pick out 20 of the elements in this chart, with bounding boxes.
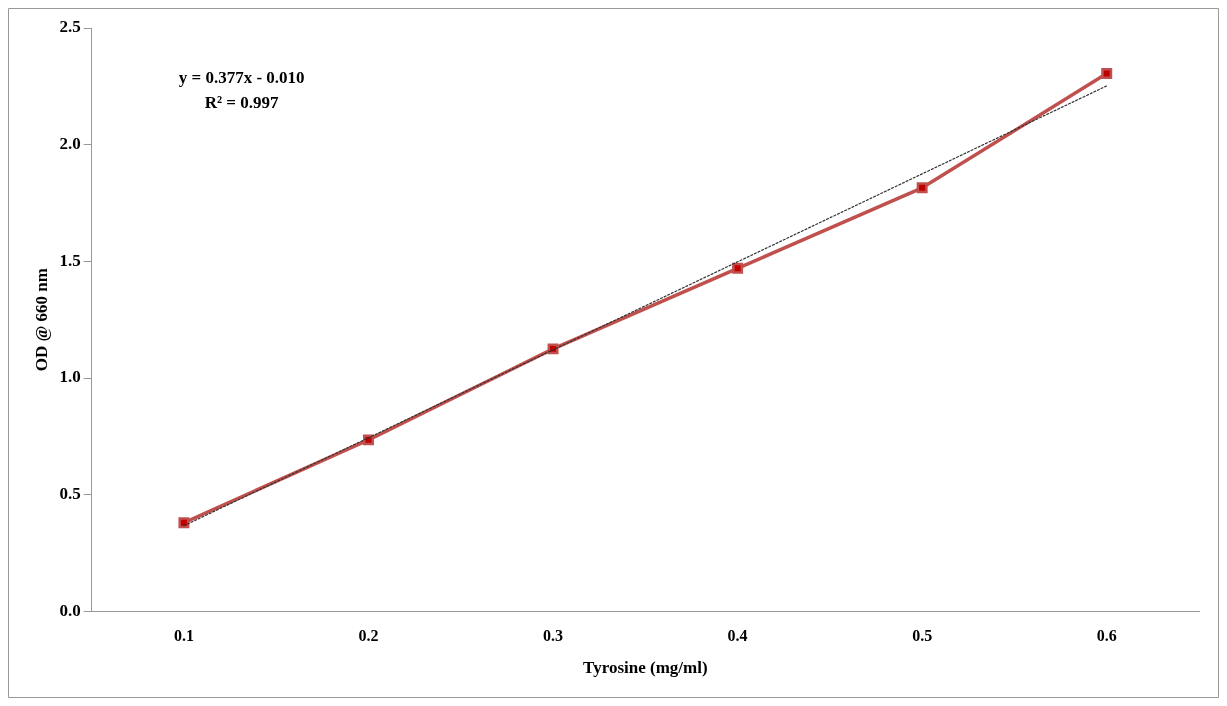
y-tick-label: 0.0 (59, 600, 81, 620)
y-tick-label: 0.5 (59, 484, 81, 504)
annotation: y = 0.377x - 0.010 (178, 68, 305, 87)
x-axis-title: Tyrosine (mg/ml) (583, 658, 708, 678)
x-tick-label: 0.4 (727, 627, 748, 645)
x-tick-label: 0.1 (173, 627, 194, 645)
x-tick-label: 0.3 (543, 627, 564, 645)
y-tick-label: 1.0 (59, 367, 81, 387)
x-tick-label: 0.2 (358, 627, 379, 645)
point (732, 262, 744, 274)
x-tick-label: 0.6 (1096, 627, 1117, 645)
point (916, 182, 928, 194)
point (178, 517, 190, 529)
annotation: R² = 0.997 (204, 93, 280, 112)
point (1101, 68, 1113, 79)
y-tick-label: 2.0 (59, 134, 81, 154)
x-tick-label: 0.5 (912, 627, 933, 645)
y-axis-title: OD @ 660 nm (31, 268, 51, 372)
y-tick-label: 2.5 (59, 17, 81, 37)
y-tick-label: 1.5 (59, 250, 81, 270)
